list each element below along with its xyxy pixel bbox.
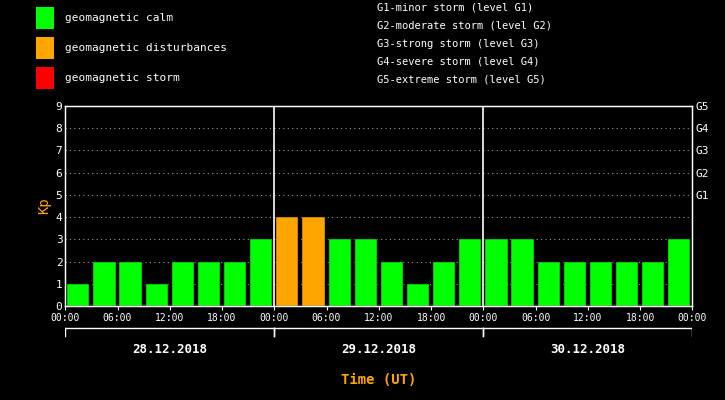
Bar (668, 239, 690, 306)
Bar (381, 262, 403, 306)
Text: G4-severe storm (level G4): G4-severe storm (level G4) (377, 57, 539, 67)
Bar (407, 284, 429, 306)
Bar (120, 262, 141, 306)
Bar (172, 262, 194, 306)
Bar (276, 217, 299, 306)
Text: 30.12.2018: 30.12.2018 (550, 343, 626, 356)
Text: G2-moderate storm (level G2): G2-moderate storm (level G2) (377, 21, 552, 31)
Text: geomagnetic disturbances: geomagnetic disturbances (65, 43, 227, 53)
Bar (590, 262, 612, 306)
Y-axis label: Kp: Kp (38, 198, 51, 214)
Bar (563, 262, 586, 306)
Bar (642, 262, 664, 306)
Text: Time (UT): Time (UT) (341, 373, 416, 387)
Bar (328, 239, 351, 306)
Bar (224, 262, 247, 306)
Bar (302, 217, 325, 306)
FancyBboxPatch shape (36, 67, 54, 89)
Bar (511, 239, 534, 306)
Text: geomagnetic storm: geomagnetic storm (65, 73, 180, 83)
Bar (355, 239, 377, 306)
FancyBboxPatch shape (36, 7, 54, 29)
Bar (433, 262, 455, 306)
Text: 29.12.2018: 29.12.2018 (341, 343, 416, 356)
Text: G5-extreme storm (level G5): G5-extreme storm (level G5) (377, 75, 546, 85)
Bar (67, 284, 89, 306)
Bar (250, 239, 273, 306)
Text: geomagnetic calm: geomagnetic calm (65, 13, 173, 23)
Text: G3-strong storm (level G3): G3-strong storm (level G3) (377, 39, 539, 49)
Bar (616, 262, 638, 306)
Bar (198, 262, 220, 306)
FancyBboxPatch shape (36, 37, 54, 59)
Bar (459, 239, 481, 306)
Bar (146, 284, 167, 306)
Text: 28.12.2018: 28.12.2018 (132, 343, 207, 356)
Text: G1-minor storm (level G1): G1-minor storm (level G1) (377, 3, 534, 13)
Bar (537, 262, 560, 306)
Bar (94, 262, 115, 306)
Bar (485, 239, 508, 306)
